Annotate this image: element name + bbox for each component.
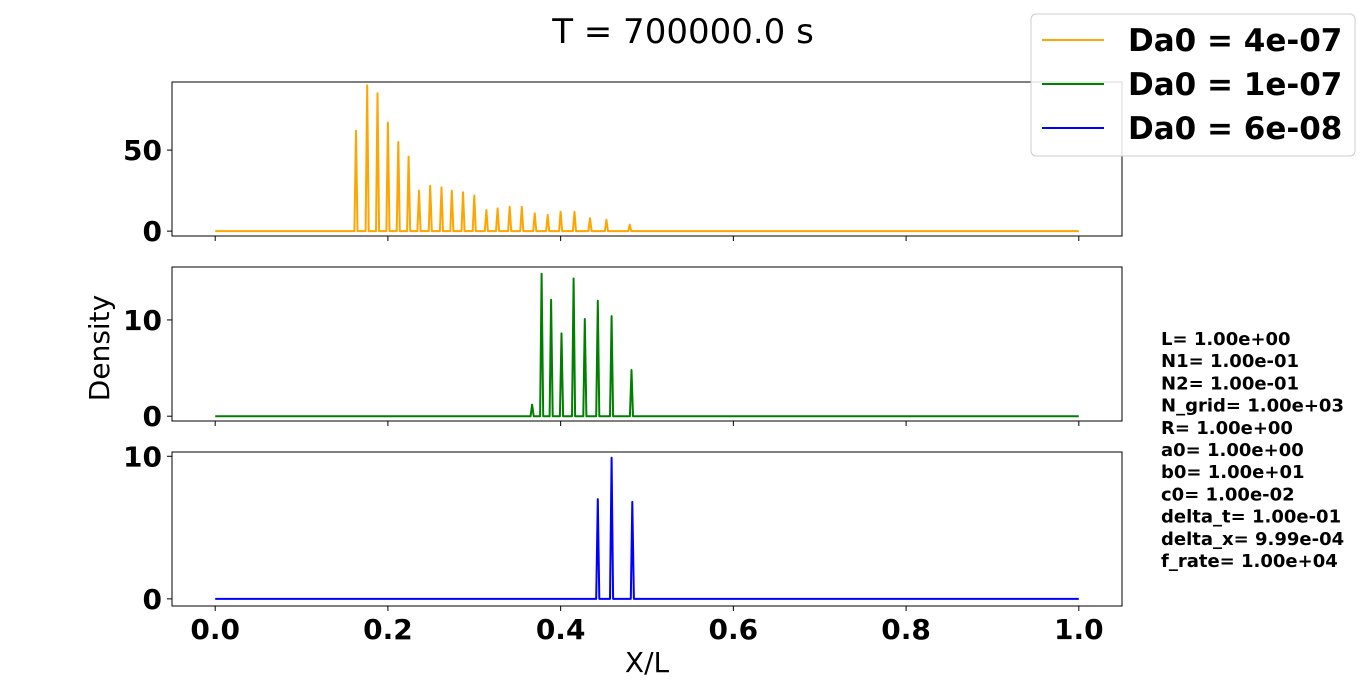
y-axis-label: Density <box>83 295 116 401</box>
parameter-line: c0= 1.00e-02 <box>1161 484 1295 505</box>
y-tick-label: 10 <box>123 440 162 473</box>
parameter-line: N2= 1.00e-01 <box>1161 373 1299 394</box>
x-tick-label: 0.2 <box>363 613 413 646</box>
subplot-frame <box>171 451 1123 607</box>
subplot-3: 0 10 0.0 0.2 0.4 0.6 0.8 1.0 <box>123 440 1123 646</box>
x-tick-label: 1.0 <box>1054 613 1104 646</box>
y-tick-label: 50 <box>123 134 162 167</box>
parameter-line: L= 1.00e+00 <box>1161 329 1291 350</box>
parameter-line: N_grid= 1.00e+03 <box>1161 396 1344 417</box>
subplot-1: 0 50 <box>123 81 1123 248</box>
series-line <box>215 84 1079 233</box>
y-tick-label: 0 <box>143 583 162 616</box>
legend-entry: Da0 = 6e-08 <box>1128 111 1342 147</box>
parameter-line: delta_x= 9.99e-04 <box>1161 529 1344 550</box>
series-line <box>215 456 1079 600</box>
legend: Da0 = 4e-07 Da0 = 1e-07 Da0 = 6e-08 <box>1030 13 1356 157</box>
x-tick-label: 0.0 <box>190 613 240 646</box>
legend-box <box>1030 13 1356 157</box>
subplot-2: 0 10 <box>123 266 1123 433</box>
parameter-line: a0= 1.00e+00 <box>1161 440 1304 461</box>
y-tick-label: 10 <box>123 304 162 337</box>
parameter-line: R= 1.00e+00 <box>1161 418 1293 439</box>
subplot-frame <box>171 266 1123 422</box>
y-tick-label: 0 <box>143 215 162 248</box>
parameter-line: delta_t= 1.00e-01 <box>1161 507 1341 528</box>
x-axis-label: X/L <box>625 646 670 679</box>
parameter-line: b0= 1.00e+01 <box>1161 462 1305 483</box>
subplot-frame <box>171 81 1123 237</box>
y-tick-label: 0 <box>143 400 162 433</box>
chart-title: T = 700000.0 s <box>551 12 814 52</box>
parameter-line: f_rate= 1.00e+04 <box>1161 551 1338 572</box>
x-tick-label: 0.4 <box>536 613 586 646</box>
x-tick-label: 0.8 <box>881 613 931 646</box>
legend-entry: Da0 = 4e-07 <box>1128 23 1342 59</box>
parameter-line: N1= 1.00e-01 <box>1161 351 1299 372</box>
x-tick-label: 0.6 <box>709 613 759 646</box>
legend-entry: Da0 = 1e-07 <box>1128 67 1342 103</box>
series-line <box>215 272 1079 418</box>
